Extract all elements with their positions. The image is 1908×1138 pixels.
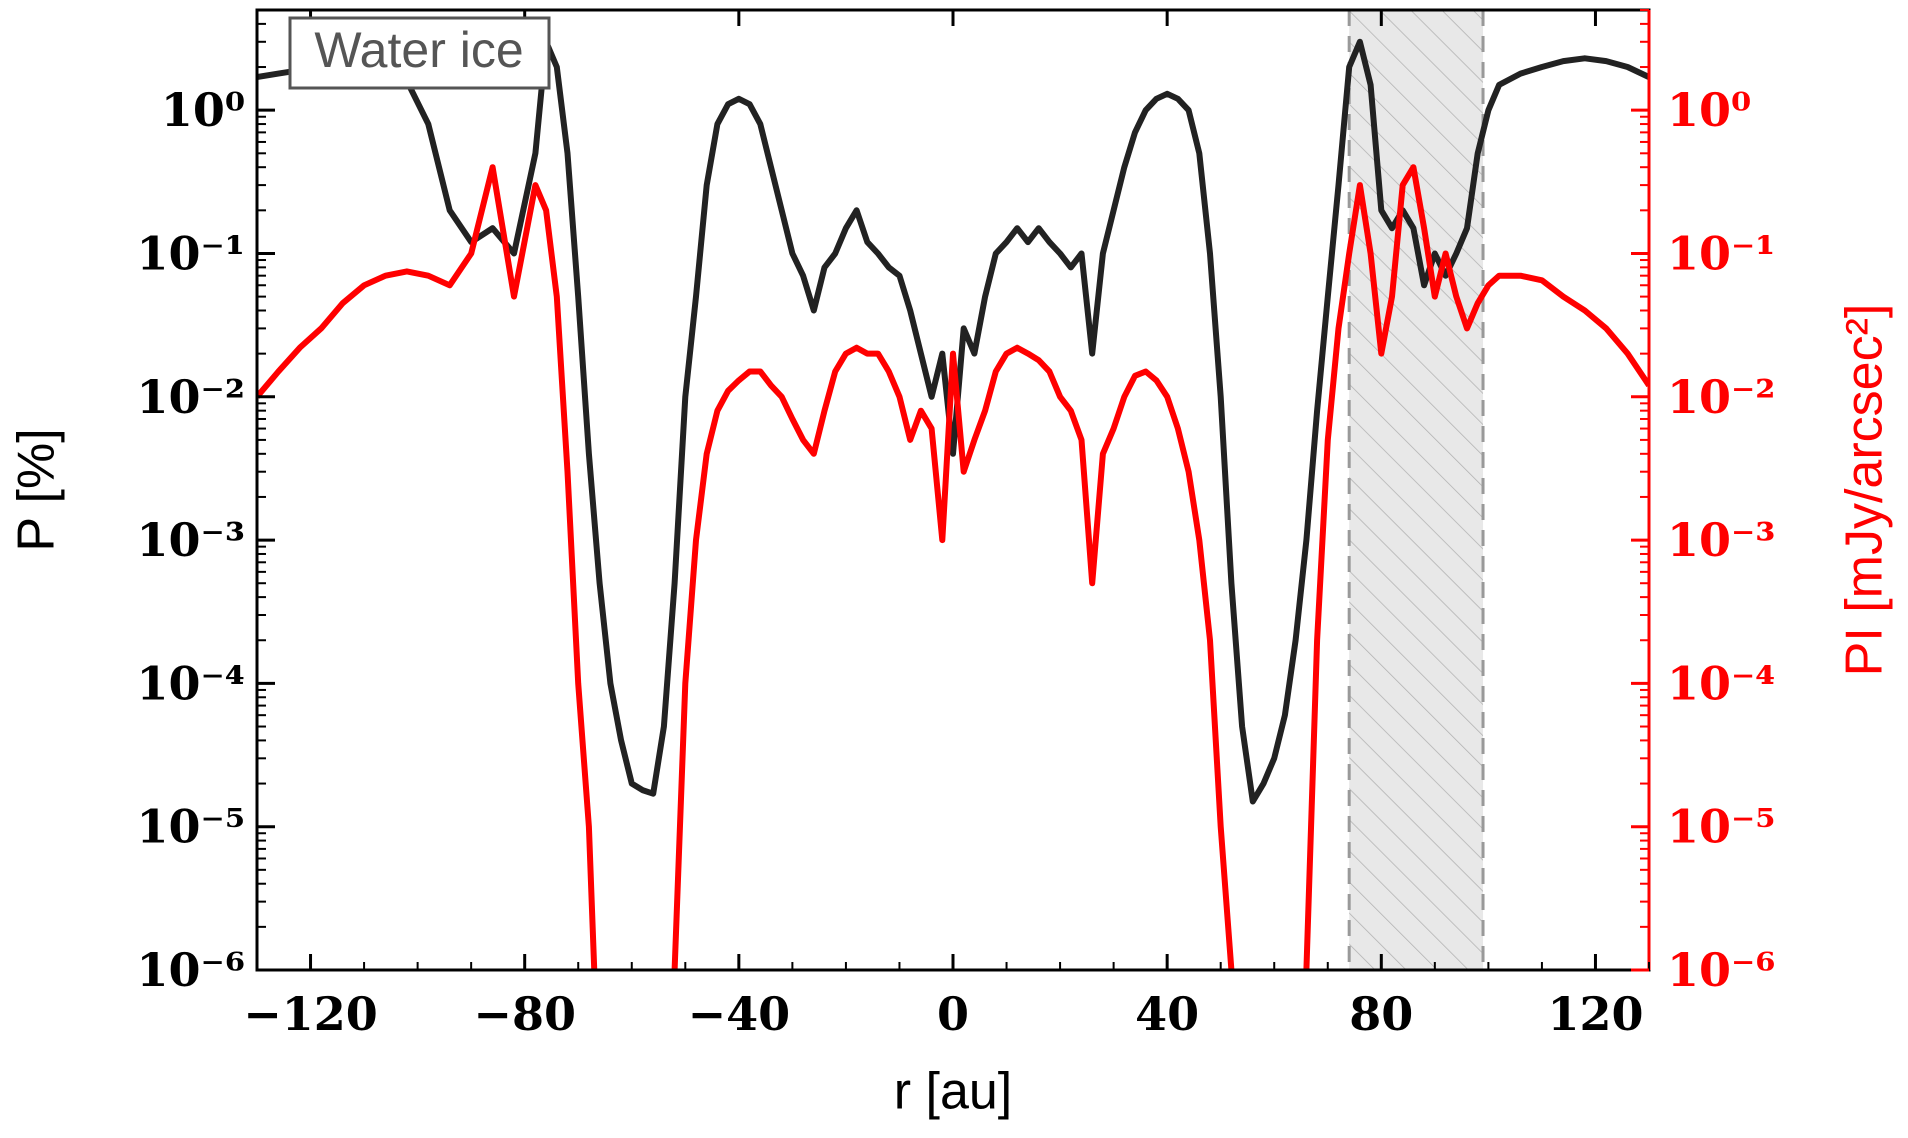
shaded-region: [1349, 10, 1484, 970]
x-tick-label: 80: [1349, 987, 1413, 1041]
y2-tick-label: 10⁰: [1667, 83, 1751, 137]
y-tick-label: 10⁻⁴: [137, 656, 245, 710]
x-tick-label: −80: [473, 987, 576, 1041]
annotation-box: [288, 16, 551, 90]
x-tick-label: 40: [1135, 987, 1199, 1041]
y2-tick-label: 10⁻³: [1667, 513, 1775, 567]
y2-axis-label: PI [mJy/arcsec²]: [1836, 304, 1894, 677]
y2-tick-label: 10⁻⁵: [1667, 800, 1775, 854]
data-line: [257, 164, 1649, 970]
y-tick-label: 10⁻¹: [137, 226, 245, 280]
y2-tick-label: 10⁻²: [1667, 370, 1775, 424]
plot-area: [257, 38, 1649, 970]
y-tick-label: 10⁻⁵: [137, 800, 245, 854]
y2-tick-label: 10⁻⁴: [1667, 656, 1775, 710]
y2-tick-label: 10⁻¹: [1667, 226, 1775, 280]
x-axis-label: r [au]: [894, 1063, 1013, 1121]
x-tick-label: 0: [937, 987, 969, 1041]
y2-tick-label: 10⁻⁶: [1667, 943, 1775, 997]
x-tick-label: 120: [1547, 987, 1643, 1041]
x-tick-label: −40: [688, 987, 791, 1041]
y-tick-label: 10⁻³: [137, 513, 245, 567]
y-axis-label: P [%]: [8, 428, 66, 551]
data-line: [257, 38, 1649, 805]
y-tick-label: 10⁻⁶: [137, 943, 245, 997]
y-tick-label: 10⁻²: [137, 370, 245, 424]
annotation: Water ice: [314, 22, 523, 78]
x-tick-label: −120: [243, 987, 378, 1041]
y-tick-label: 10⁰: [161, 83, 245, 137]
